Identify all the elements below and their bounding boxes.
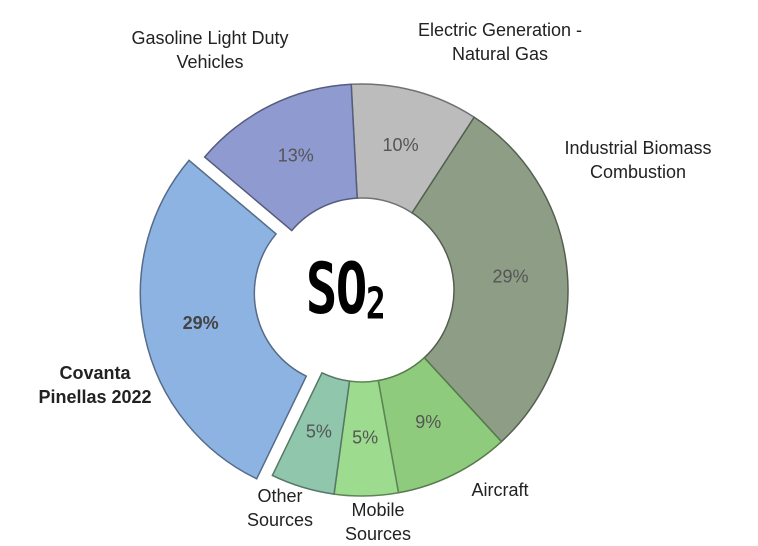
value-label: 5%	[352, 428, 378, 448]
category-label: Gasoline Light Duty Vehicles	[131, 28, 289, 72]
category-label: Aircraft	[471, 480, 529, 500]
value-label: 29%	[492, 266, 528, 286]
center-text: SO	[306, 249, 366, 330]
value-label: 5%	[306, 421, 332, 441]
category-label: Electric Generation - Natural Gas	[417, 20, 583, 64]
donut-segment	[203, 83, 358, 232]
value-label: 13%	[278, 145, 314, 165]
value-label: 10%	[383, 135, 419, 155]
category-label: Industrial Biomass Combustion	[564, 138, 712, 182]
center-label: SO2	[306, 249, 385, 330]
donut-segment	[271, 371, 351, 495]
donut-segment	[411, 116, 569, 443]
value-label: 29%	[183, 313, 219, 333]
donut-segment	[139, 159, 308, 480]
center-subscript: 2	[366, 278, 384, 329]
value-label: 9%	[415, 412, 441, 432]
category-label: Mobile Sources	[344, 500, 412, 544]
category-label: Other Sources	[246, 486, 314, 530]
category-label: Covanta Pinellas 2022	[38, 363, 152, 407]
